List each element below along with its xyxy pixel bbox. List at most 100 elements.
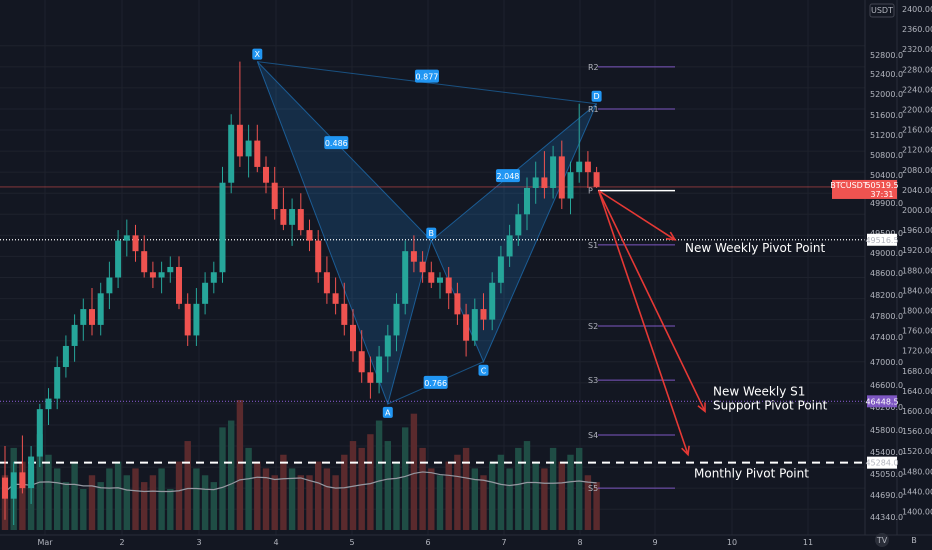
secondary-axis-tick: 2280.00 <box>902 65 932 74</box>
candle-body <box>289 209 296 225</box>
candle-body <box>489 282 496 320</box>
secondary-axis-tick: 2080.00 <box>902 166 932 175</box>
candle-body <box>419 261 426 273</box>
volume-bar <box>254 461 261 530</box>
volume-bar <box>271 475 278 530</box>
secondary-axis-tick: 2000.00 <box>902 206 932 215</box>
candle-body <box>506 235 513 257</box>
candle-body <box>541 177 548 188</box>
weekly-pivot-tag-label: 49516.5 <box>865 236 898 245</box>
pattern-ratio-badge <box>414 69 439 83</box>
volume-bar <box>141 482 148 530</box>
projection-arrow <box>597 190 689 455</box>
candle-body <box>149 272 156 278</box>
secondary-axis-tick: 1640.00 <box>902 387 932 396</box>
candle-body <box>202 282 209 304</box>
volume-bar <box>497 454 505 530</box>
candle-body <box>428 272 435 283</box>
candle-body <box>80 309 87 325</box>
volume-bar <box>549 447 557 530</box>
annotation-weekly-pivot: New Weekly Pivot Point <box>685 241 825 255</box>
annotation-weekly-s1-line2: Support Pivot Point <box>713 398 828 412</box>
volume-bar <box>201 475 209 530</box>
pivot-label-p: P <box>588 187 593 196</box>
pattern-ratio-label: 2.048 <box>496 172 519 181</box>
volume-bar <box>436 475 444 530</box>
secondary-axis-tick: 1720.00 <box>902 347 932 356</box>
secondary-axis-tick: 1680.00 <box>902 367 932 376</box>
candle-body <box>210 272 217 283</box>
candle-body <box>437 277 443 283</box>
weekly-pivot-tag <box>867 233 897 246</box>
volume-bar <box>45 454 52 530</box>
candle-body <box>236 124 243 157</box>
volume-bar <box>419 447 426 530</box>
candle-body <box>584 161 591 173</box>
tradingview-logo-text: TV <box>876 536 888 545</box>
candle-body <box>350 324 356 352</box>
secondary-axis-tick: 2320.00 <box>902 45 932 54</box>
volume-bar <box>262 468 270 530</box>
candle-body <box>45 398 52 410</box>
time-axis-tick: 6 <box>425 538 430 547</box>
price-axis-tick: 52800.0 <box>870 51 903 60</box>
symbol-tag-label: BTCUSDT <box>830 181 868 190</box>
projection-arrow-head <box>665 231 677 241</box>
volume-bar <box>367 434 374 530</box>
volume-bar <box>280 454 287 530</box>
last-price-tag <box>867 179 897 199</box>
volume-bar <box>584 475 592 530</box>
secondary-axis-tick: 1920.00 <box>902 246 932 255</box>
pattern-ratio-label: 0.486 <box>325 139 348 148</box>
candle-body <box>576 161 583 173</box>
candle-body <box>567 172 574 199</box>
price-axis-tick: 52400.0 <box>870 70 903 79</box>
secondary-axis-tick: 2400.00 <box>902 5 932 14</box>
volume-bar <box>576 447 583 530</box>
pattern-point-label-x: X <box>255 50 261 59</box>
price-axis-tick: 48200.0 <box>870 291 903 300</box>
last-price-value: 50519.5 <box>865 181 898 190</box>
time-axis-tick: 7 <box>501 538 506 547</box>
candle-body <box>106 277 113 294</box>
candle-body <box>515 214 522 236</box>
annotation-weekly-s1-line1: New Weekly S1 <box>713 384 805 398</box>
pivot-label-r1: R1 <box>588 105 599 114</box>
currency-label: USDT <box>871 6 893 15</box>
price-axis-tick: 50800.0 <box>870 151 903 160</box>
pivot-label-r2: R2 <box>588 63 599 72</box>
volume-bar <box>341 454 348 530</box>
secondary-axis-tick: 2160.00 <box>902 126 932 135</box>
monthly-pivot-tag <box>867 456 897 469</box>
secondary-axis-tick: 1400.00 <box>902 508 932 517</box>
candle-body <box>263 166 269 183</box>
volume-bar <box>306 475 313 530</box>
projection-arrow-head <box>697 402 706 413</box>
pivot-label-s1: S1 <box>588 241 598 250</box>
time-axis-tick: 2 <box>119 538 124 547</box>
candle-body <box>558 156 565 199</box>
volume-bar <box>210 482 217 530</box>
volume-bar <box>506 468 513 530</box>
candle-body <box>410 251 417 262</box>
volume-bar <box>71 461 78 530</box>
candle-body <box>184 303 191 336</box>
weekly-s1-tag <box>867 395 897 408</box>
volume-bar <box>123 475 130 530</box>
currency-box <box>869 3 895 18</box>
price-axis-tick: 52000.0 <box>870 90 903 99</box>
pattern-ratio-badge <box>495 169 520 183</box>
volume-bar <box>80 488 87 530</box>
volume-bar <box>167 488 174 530</box>
volume-bar <box>375 420 383 530</box>
candle-body <box>497 256 504 283</box>
candle-body <box>445 277 452 294</box>
candle-body <box>384 335 391 357</box>
volume-bar <box>236 400 244 530</box>
candle-body <box>2 477 8 499</box>
secondary-axis-tick: 1840.00 <box>902 286 932 295</box>
bar-countdown: 37:31 <box>870 190 893 199</box>
pattern-ratio-label: 0.766 <box>424 379 447 388</box>
